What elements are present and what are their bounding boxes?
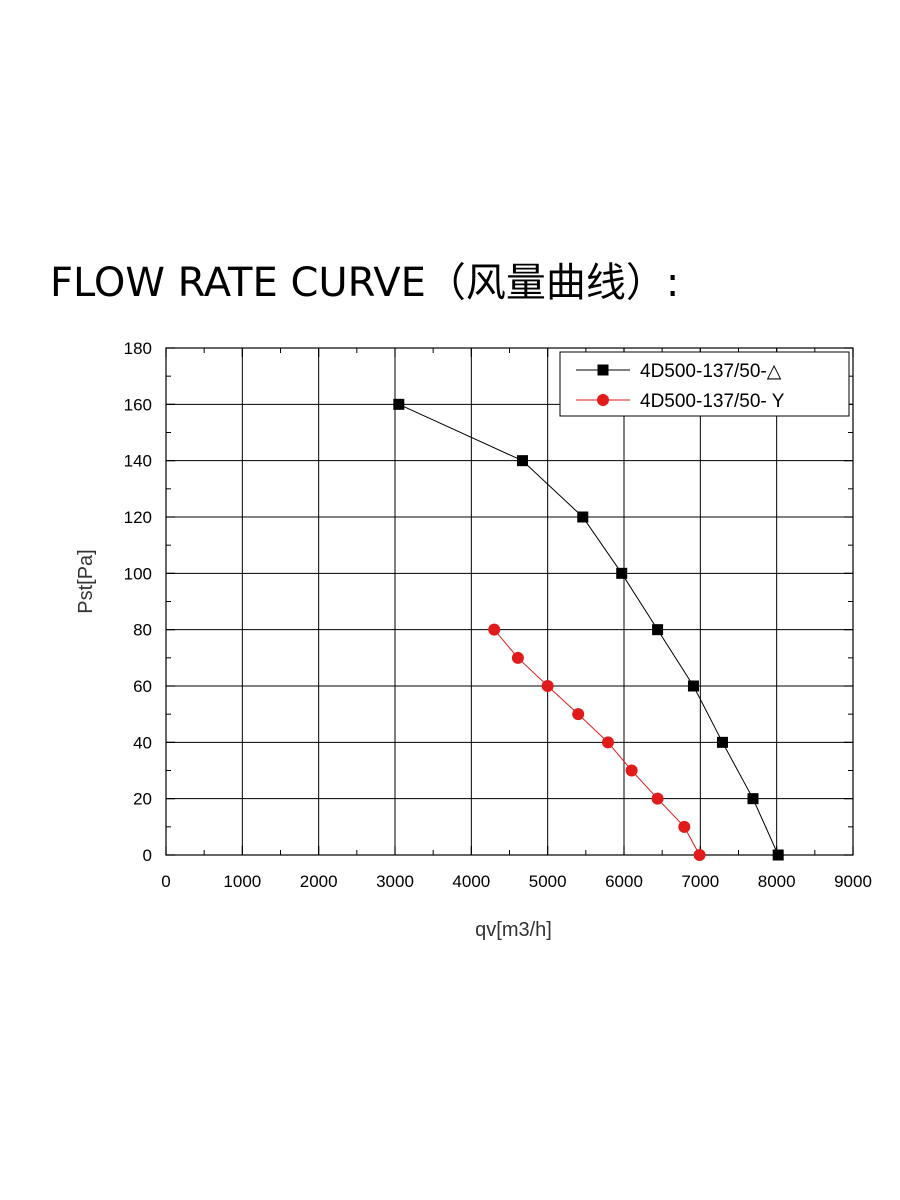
y-tick-label: 0 (143, 846, 152, 865)
legend-marker (597, 394, 609, 406)
data-point (678, 820, 691, 833)
x-tick-label: 6000 (605, 872, 643, 891)
page-title: FLOW RATE CURVE（风量曲线）: (50, 260, 680, 306)
data-point (652, 624, 664, 636)
data-point (772, 849, 784, 861)
legend-item-2: 4D500-137/50- Y (576, 391, 785, 412)
x-tick-label: 1000 (223, 872, 261, 891)
data-point (616, 567, 628, 579)
x-axis-title: qv[m3/h] (475, 919, 552, 941)
x-tick-label: 2000 (300, 872, 338, 891)
y-tick-label: 60 (133, 677, 152, 696)
x-tick-label: 0 (161, 872, 170, 891)
chart-ticks (165, 347, 854, 856)
legend-label: 4D500-137/50-△ (640, 361, 782, 382)
legend-marker (597, 364, 609, 376)
y-tick-label: 160 (124, 395, 152, 414)
series-2 (488, 623, 706, 861)
plot-area-frame (165, 347, 854, 856)
y-tick-label: 80 (133, 621, 152, 640)
data-point (747, 793, 759, 805)
y-tick-label: 20 (133, 790, 152, 809)
tick-labels: 0 1000 2000 3000 4000 5000 6000 7000 8000 9000 0 20… (124, 339, 872, 891)
legend-label: 4D500-137/50- Y (640, 391, 785, 412)
y-tick-label: 100 (124, 564, 152, 583)
data-point (572, 708, 585, 721)
data-point (716, 736, 728, 748)
y-tick-label: 120 (124, 508, 152, 527)
data-point (488, 623, 501, 636)
data-point (577, 511, 589, 523)
legend-box (559, 351, 850, 417)
x-tick-label: 9000 (834, 872, 872, 891)
data-point (625, 764, 638, 777)
data-point (687, 680, 699, 692)
data-point (516, 455, 528, 467)
x-tick-label: 4000 (452, 872, 490, 891)
chart-legend: 4D500-137/50-△ 4D500-137/50- Y (559, 351, 850, 417)
x-tick-label: 8000 (758, 872, 796, 891)
y-axis-title: Pst[Pa] (75, 549, 97, 613)
data-point (393, 398, 405, 410)
data-point (651, 792, 664, 805)
data-point (541, 680, 554, 692)
x-tick-label: 7000 (681, 872, 719, 891)
chart-grid (166, 348, 853, 855)
data-point (601, 736, 614, 749)
y-tick-label: 140 (124, 452, 152, 471)
y-tick-label: 40 (133, 733, 152, 752)
legend-item-1: 4D500-137/50-△ (576, 361, 782, 382)
series-1 (393, 398, 784, 861)
data-point (511, 651, 524, 664)
data-point (693, 849, 706, 861)
x-tick-label: 5000 (529, 872, 567, 891)
series-layer (393, 398, 784, 861)
y-tick-label: 180 (124, 339, 152, 358)
x-tick-label: 3000 (376, 872, 414, 891)
